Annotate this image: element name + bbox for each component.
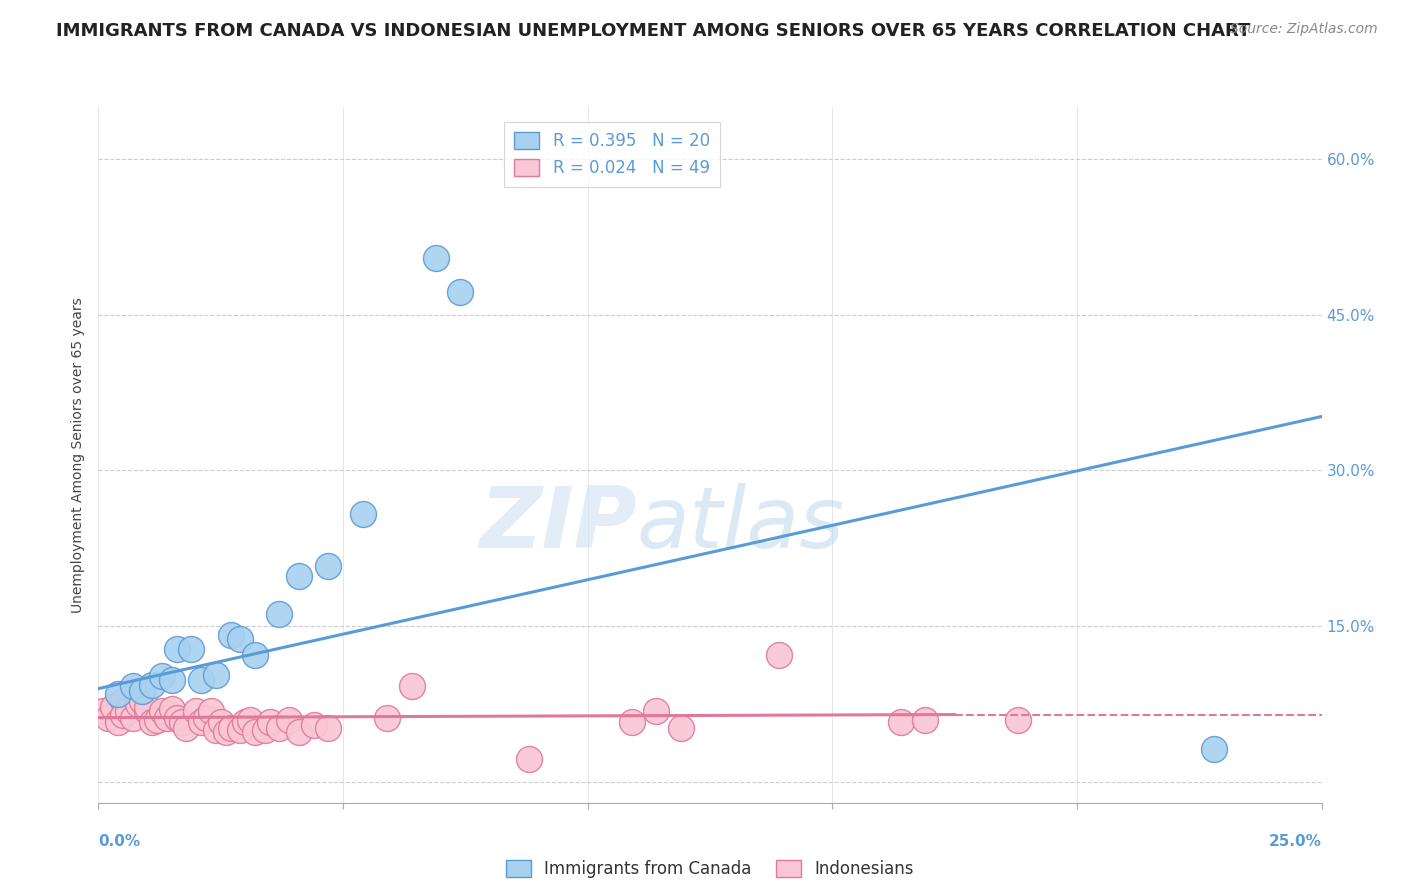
Point (450, 285, 472, 299)
Point (131, 694, 153, 708)
Point (186, 705, 208, 719)
Point (229, 632, 252, 646)
Point (141, 678, 163, 692)
Point (645, 705, 668, 719)
Point (107, 714, 129, 729)
Text: IMMIGRANTS FROM CANADA VS INDONESIAN UNEMPLOYMENT AMONG SENIORS OVER 65 YEARS CO: IMMIGRANTS FROM CANADA VS INDONESIAN UNE… (56, 22, 1250, 40)
Point (190, 673, 212, 688)
Point (375, 711, 398, 725)
Point (101, 700, 124, 714)
Point (318, 721, 340, 735)
Point (127, 697, 149, 711)
Point (620, 714, 643, 729)
Text: 0.0%: 0.0% (98, 834, 141, 849)
Point (121, 680, 143, 694)
Point (219, 721, 242, 735)
Point (107, 687, 129, 701)
Point (160, 702, 183, 716)
Point (166, 711, 188, 725)
Point (146, 713, 169, 727)
Point (200, 705, 222, 719)
Point (131, 683, 153, 698)
Point (219, 627, 242, 641)
Point (243, 648, 266, 663)
Y-axis label: Unemployment Among Seniors over 65 years: Unemployment Among Seniors over 65 years (72, 297, 86, 613)
Point (160, 673, 183, 688)
Point (1007, 713, 1029, 727)
Point (97, 711, 120, 725)
Point (768, 648, 790, 663)
Point (136, 705, 159, 719)
Point (401, 680, 423, 694)
Point (136, 700, 159, 714)
Point (318, 559, 340, 574)
Point (1202, 741, 1225, 756)
Point (111, 694, 134, 708)
Point (170, 714, 193, 729)
Point (239, 713, 262, 727)
Point (209, 714, 232, 729)
Point (180, 642, 202, 657)
Point (166, 642, 188, 657)
Point (229, 723, 252, 738)
Point (205, 668, 228, 682)
Point (278, 713, 301, 727)
Point (914, 713, 936, 727)
Point (190, 714, 212, 729)
Point (269, 721, 291, 735)
Point (425, 251, 447, 265)
Point (141, 714, 163, 729)
Point (205, 723, 228, 738)
Point (156, 711, 179, 725)
Point (150, 705, 173, 719)
Legend: Immigrants from Canada, Indonesians: Immigrants from Canada, Indonesians (499, 854, 921, 885)
Text: Source: ZipAtlas.com: Source: ZipAtlas.com (1230, 22, 1378, 37)
Point (214, 725, 236, 739)
Point (195, 711, 218, 725)
Point (111, 707, 134, 722)
Point (243, 725, 266, 739)
Point (176, 721, 198, 735)
Point (233, 714, 256, 729)
Text: 25.0%: 25.0% (1268, 834, 1322, 849)
Point (517, 752, 540, 766)
Point (352, 507, 374, 521)
Point (91, 705, 114, 719)
Point (890, 714, 912, 729)
Point (669, 721, 692, 735)
Point (121, 711, 143, 725)
Point (288, 725, 311, 739)
Point (302, 718, 325, 732)
Point (269, 607, 291, 621)
Text: atlas: atlas (637, 483, 845, 566)
Point (288, 569, 311, 583)
Point (150, 669, 173, 683)
Point (117, 705, 139, 719)
Point (253, 723, 276, 738)
Text: ZIP: ZIP (479, 483, 637, 566)
Point (259, 714, 281, 729)
